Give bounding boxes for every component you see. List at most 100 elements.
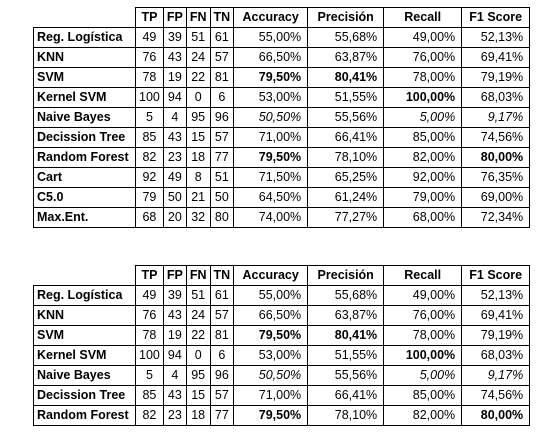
cell-tn: 81 (209, 67, 235, 88)
cell-tp: 79 (135, 187, 164, 208)
cell-recall: 76,00% (383, 47, 463, 68)
cell-tp: 100 (135, 345, 164, 366)
cell-fp: 4 (162, 365, 187, 386)
cell-tn: 77 (209, 405, 235, 426)
column-header-fn: FN (185, 7, 211, 28)
cell-fn: 0 (185, 345, 211, 366)
cell-tp: 78 (135, 325, 164, 346)
table-row: Reg. Logística 49 39 51 61 55,00% 55,68% 49,00%… (33, 285, 531, 306)
cell-fn: 15 (185, 385, 211, 406)
cell-tn: 81 (209, 325, 235, 346)
table-row: KNN 76 43 24 57 66,50% 63,87% 76,00% 69,41% (33, 47, 531, 68)
row-label: C5.0 (33, 187, 136, 208)
cell-tn: 57 (209, 385, 235, 406)
column-header-accuracy: Accuracy (233, 265, 309, 286)
table-row: SVM 78 19 22 81 79,50% 80,41% 78,00% 79,19% (33, 67, 531, 88)
cell-precision: 55,68% (307, 27, 385, 48)
cell-f1-score: 79,19% (461, 325, 531, 346)
cell-f1-score: 9,17% (461, 365, 531, 386)
corner-cell (33, 7, 136, 28)
column-header-tp: TP (135, 265, 164, 286)
cell-recall: 92,00% (383, 167, 463, 188)
cell-accuracy: 50,50% (233, 365, 309, 386)
cell-precision: 78,10% (307, 405, 385, 426)
cell-f1-score: 76,35% (461, 167, 531, 188)
column-header-accuracy: Accuracy (233, 7, 309, 28)
table-row: Random Forest 82 23 18 77 79,50% 78,10% 82,00% 8… (33, 405, 531, 426)
cell-tn: 6 (209, 87, 235, 108)
cell-precision: 78,10% (307, 147, 385, 168)
cell-recall: 49,00% (383, 285, 463, 306)
cell-fp: 43 (162, 385, 187, 406)
column-header-fp: FP (162, 265, 187, 286)
cell-precision: 51,55% (307, 87, 385, 108)
table-row: Decission Tree 85 43 15 57 71,00% 66,41% 85,00%… (33, 127, 531, 148)
row-label: Kernel SVM (33, 345, 136, 366)
cell-f1-score: 79,19% (461, 67, 531, 88)
row-label: Decission Tree (33, 127, 136, 148)
cell-fn: 15 (185, 127, 211, 148)
cell-f1-score: 52,13% (461, 285, 531, 306)
table-row: Reg. Logística 49 39 51 61 55,00% 55,68% 49,00%… (33, 27, 531, 48)
cell-fn: 8 (185, 167, 211, 188)
cell-fn: 22 (185, 67, 211, 88)
cell-f1-score: 9,17% (461, 107, 531, 128)
cell-tn: 61 (209, 27, 235, 48)
cell-tp: 100 (135, 87, 164, 108)
cell-recall: 85,00% (383, 385, 463, 406)
cell-tn: 6 (209, 345, 235, 366)
cell-recall: 79,00% (383, 187, 463, 208)
cell-tn: 80 (209, 207, 235, 228)
cell-fn: 18 (185, 405, 211, 426)
corner-cell (33, 265, 136, 286)
row-label: KNN (33, 47, 136, 68)
cell-accuracy: 71,50% (233, 167, 309, 188)
cell-fn: 21 (185, 187, 211, 208)
row-label: Cart (33, 167, 136, 188)
column-header-tn: TN (209, 265, 235, 286)
cell-fp: 39 (162, 27, 187, 48)
column-header-f1-score: F1 Score (461, 7, 531, 28)
table-row: Max.Ent. 68 20 32 80 74,00% 77,27% 68,00% 72,34% (33, 207, 531, 228)
cell-precision: 80,41% (307, 325, 385, 346)
cell-precision: 55,68% (307, 285, 385, 306)
table-row: Naive Bayes 5 4 95 96 50,50% 55,56% 5,00% 9,17% (33, 365, 531, 386)
cell-precision: 66,41% (307, 127, 385, 148)
cell-fp: 23 (162, 405, 187, 426)
cell-recall: 76,00% (383, 305, 463, 326)
cell-fp: 19 (162, 67, 187, 88)
cell-fp: 4 (162, 107, 187, 128)
cell-tn: 57 (209, 305, 235, 326)
cell-fp: 49 (162, 167, 187, 188)
cell-fn: 32 (185, 207, 211, 228)
column-header-tp: TP (135, 7, 164, 28)
header-row: TP FP FN TN Accuracy Precisión Recall F1 Score (33, 265, 531, 286)
cell-precision: 80,41% (307, 67, 385, 88)
cell-tp: 82 (135, 405, 164, 426)
cell-f1-score: 69,00% (461, 187, 531, 208)
cell-recall: 85,00% (383, 127, 463, 148)
cell-fn: 51 (185, 285, 211, 306)
cell-fp: 23 (162, 147, 187, 168)
cell-precision: 63,87% (307, 305, 385, 326)
row-label: Random Forest (33, 405, 136, 426)
table-row: KNN 76 43 24 57 66,50% 63,87% 76,00% 69,41% (33, 305, 531, 326)
cell-tn: 96 (209, 365, 235, 386)
cell-tn: 77 (209, 147, 235, 168)
cell-recall: 82,00% (383, 405, 463, 426)
cell-tp: 78 (135, 67, 164, 88)
column-header-f1-score: F1 Score (461, 265, 531, 286)
cell-recall: 68,00% (383, 207, 463, 228)
row-label: Max.Ent. (33, 207, 136, 228)
results-table-2: TP FP FN TN Accuracy Precisión Recall F1 Score … (33, 265, 531, 426)
cell-accuracy: 64,50% (233, 187, 309, 208)
cell-tp: 49 (135, 27, 164, 48)
row-label: Reg. Logística (33, 27, 136, 48)
row-label: Decission Tree (33, 385, 136, 406)
table-row: Cart 92 49 8 51 71,50% 65,25% 92,00% 76,35% (33, 167, 531, 188)
cell-fp: 43 (162, 47, 187, 68)
cell-recall: 5,00% (383, 107, 463, 128)
cell-f1-score: 80,00% (461, 147, 531, 168)
cell-fp: 50 (162, 187, 187, 208)
column-header-recall: Recall (383, 7, 463, 28)
